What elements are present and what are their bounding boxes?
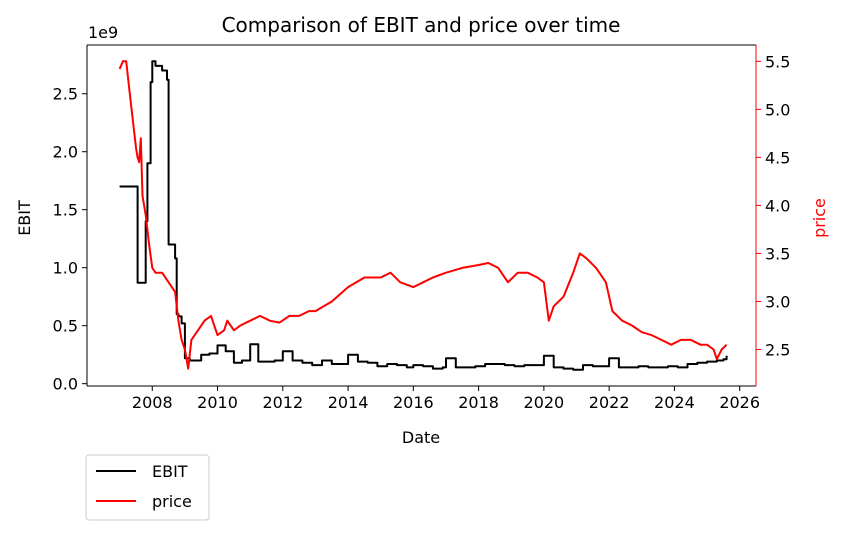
y-right-tick-label: 4.0: [765, 196, 790, 215]
y-left-tick-label: 2.5: [53, 85, 78, 104]
x-tick-label: 2012: [262, 393, 303, 412]
x-tick-label: 2008: [132, 393, 173, 412]
x-tick-label: 2010: [197, 393, 238, 412]
plot-area: 2008 2010 2012 2014 2016 2018 2020 2022 2024 2026…: [53, 44, 790, 412]
x-tick-label: 2026: [719, 393, 760, 412]
y-left-tick-label: 0.5: [53, 317, 78, 336]
x-axis-label: Date: [402, 428, 440, 447]
x-tick-label: 2020: [524, 393, 565, 412]
x-tick-label: 2014: [328, 393, 369, 412]
y-right-tick-label: 2.5: [765, 340, 790, 359]
x-tick-label: 2018: [458, 393, 499, 412]
y-left-tick-label: 1.0: [53, 259, 78, 278]
y-left-tick-label: 0.0: [53, 375, 78, 394]
y-left-tick-label: 2.0: [53, 143, 78, 162]
series-line-ebit: [119, 60, 728, 371]
legend-label-price: price: [152, 492, 192, 511]
y-left-axis-label: EBIT: [15, 200, 34, 236]
y-right-tick-label: 3.0: [765, 292, 790, 311]
x-tick-label: 2022: [589, 393, 630, 412]
legend-label-ebit: EBIT: [152, 462, 188, 481]
y-left-tick-label: 1.5: [53, 201, 78, 220]
series-line-price: [118, 60, 728, 370]
y-right-tick-label: 5.0: [765, 100, 790, 119]
y-left-offset-label: 1e9: [88, 23, 118, 42]
x-tick-label: 2016: [393, 393, 434, 412]
legend: EBIT price: [85, 454, 210, 521]
x-tick-label: 2024: [654, 393, 695, 412]
y-right-axis-label: price: [810, 198, 829, 238]
y-right-tick-label: 4.5: [765, 148, 790, 167]
y-right-tick-label: 3.5: [765, 244, 790, 263]
y-right-tick-label: 5.5: [765, 52, 790, 71]
chart-title: Comparison of EBIT and price over time: [222, 13, 621, 37]
